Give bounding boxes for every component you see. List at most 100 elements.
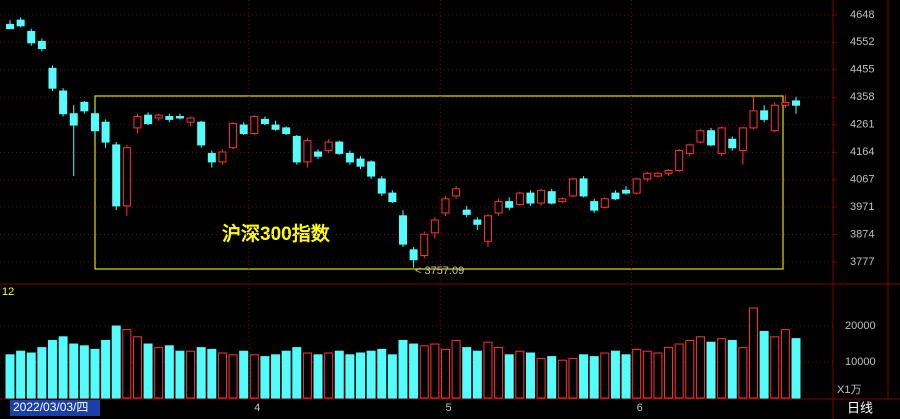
candle-body (165, 116, 174, 120)
volume-bar (557, 359, 567, 399)
candle-body (728, 138, 737, 149)
candle-body (218, 151, 227, 163)
volume-bar (366, 350, 376, 399)
candle-body (547, 191, 556, 204)
volume-bar (207, 348, 217, 399)
y-tick-label: 4358 (850, 91, 874, 103)
candle-body (324, 141, 333, 152)
volume-bar (356, 352, 366, 399)
candle-body (282, 127, 291, 135)
candle-body (441, 198, 450, 214)
y-tick-label: 3874 (850, 228, 874, 240)
candle-body (653, 172, 662, 177)
volume-bar (398, 339, 408, 399)
candle-body (505, 201, 514, 208)
volume-bar (132, 336, 142, 399)
volume-bar (217, 352, 227, 399)
volume-bar (483, 341, 493, 399)
unit-label: X1万 (837, 384, 861, 396)
candle-body (707, 130, 716, 146)
candle-body (250, 116, 259, 135)
candle-body (664, 169, 673, 174)
volume-bar (69, 343, 79, 399)
candle-body (483, 215, 492, 242)
volume-bar (642, 350, 652, 399)
candle-body (558, 198, 567, 203)
volume-bar (430, 343, 440, 399)
volume-bar (706, 341, 716, 399)
candle-body (356, 158, 365, 167)
volume-bar (5, 354, 15, 399)
volume-bar (525, 352, 535, 399)
candle-body (27, 30, 36, 44)
candle-body (154, 114, 163, 119)
candle-body (122, 147, 131, 207)
volume-bar (653, 352, 663, 399)
highlight-box (94, 95, 784, 270)
candle-body (292, 135, 301, 163)
candle-body (760, 110, 769, 120)
candle-body (462, 209, 471, 215)
volume-bar (334, 350, 344, 399)
volume-bar (600, 352, 610, 399)
volume-bar (196, 347, 206, 399)
volume-bar (472, 350, 482, 399)
candle-body (696, 130, 705, 143)
volume-bar (324, 352, 334, 399)
candle-body (409, 249, 418, 261)
candle-body (37, 40, 46, 49)
candle-body (399, 215, 407, 245)
volume-bar (58, 336, 68, 399)
candle-body (590, 201, 599, 211)
volume-bar (770, 336, 780, 399)
volume-bar (164, 345, 174, 399)
volume-bar (547, 356, 557, 399)
volume-bar (579, 354, 589, 399)
volume-bar (440, 348, 450, 399)
volume-bar (175, 350, 185, 399)
candle-body (388, 192, 397, 203)
volume-bar (228, 354, 238, 399)
cursor-box (10, 400, 100, 416)
volume-bar (664, 347, 674, 399)
candle-body (6, 23, 14, 30)
volume-bar (419, 345, 429, 399)
candle-body (452, 188, 461, 197)
volume-bar (515, 350, 525, 399)
volume-bar (122, 329, 132, 399)
volume-bar (313, 354, 323, 399)
candle-body (568, 178, 577, 197)
candle-body (770, 104, 779, 132)
volume-bar (302, 352, 312, 399)
candle-body (675, 150, 684, 171)
candle-body (430, 219, 439, 234)
volume-bar (281, 350, 291, 399)
volume-bar (409, 343, 419, 399)
candle-body (738, 127, 747, 152)
volume-label: 12 (2, 286, 14, 298)
volume-tick-label: 20000 (845, 320, 876, 332)
volume-bar (143, 343, 153, 399)
y-tick-label: 4067 (850, 174, 874, 186)
volume-bar (695, 336, 705, 399)
candle-body (792, 100, 800, 106)
candle-body (632, 178, 641, 194)
volume-bar (260, 356, 270, 399)
candle-body (48, 67, 57, 89)
candle-body (420, 233, 429, 256)
candle-body (271, 124, 280, 130)
volume-bar (780, 329, 790, 399)
volume-bar (610, 350, 620, 399)
volume-bar (749, 307, 759, 399)
volume-bar (738, 347, 748, 399)
volume-bar (90, 348, 100, 399)
volume-bar (154, 347, 164, 399)
volume-bar (759, 330, 769, 399)
candle-body (473, 219, 482, 225)
candle-body (16, 19, 25, 27)
candle-body (600, 198, 609, 208)
volume-bar (79, 345, 89, 399)
candle-body (345, 152, 354, 163)
volume-bar (101, 339, 111, 399)
